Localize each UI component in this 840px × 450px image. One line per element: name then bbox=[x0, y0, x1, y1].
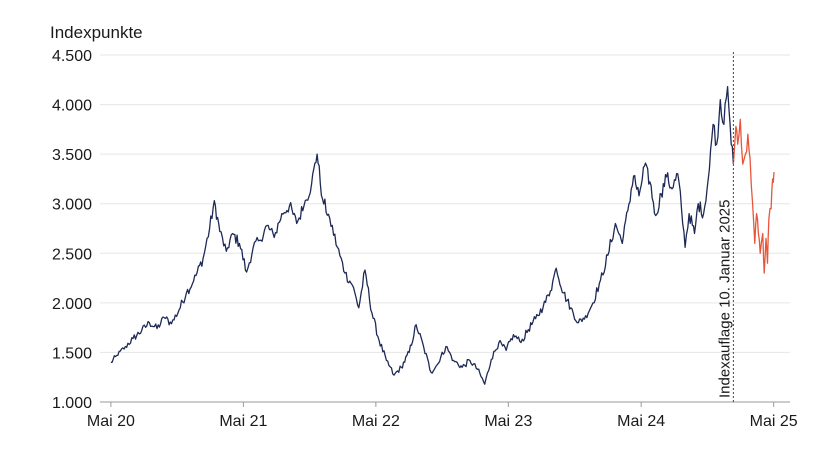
series-line-live bbox=[732, 118, 775, 274]
x-tick-label: Mai 24 bbox=[617, 413, 665, 430]
x-tick-label: Mai 25 bbox=[750, 413, 798, 430]
launch-marker: Indexauflage 10. Januar 2025 bbox=[716, 52, 734, 402]
y-tick-label: 3.500 bbox=[52, 147, 92, 164]
x-axis: Mai 20 Mai 21 Mai 22 Mai 23 Mai 24 Mai 25 bbox=[87, 402, 798, 430]
y-tick-label: 4.000 bbox=[52, 98, 92, 115]
y-tick-label: 3.000 bbox=[52, 197, 92, 214]
x-tick-label: Mai 22 bbox=[352, 413, 400, 430]
y-tick-label: 2.000 bbox=[52, 296, 92, 313]
series-group bbox=[110, 86, 775, 385]
y-axis-title: Indexpunkte bbox=[50, 23, 143, 42]
y-tick-label: 2.500 bbox=[52, 246, 92, 263]
y-tick-label: 1.000 bbox=[52, 395, 92, 412]
launch-marker-label: Indexauflage 10. Januar 2025 bbox=[716, 200, 733, 399]
x-tick-label: Mai 23 bbox=[484, 413, 532, 430]
y-tick-label: 1.500 bbox=[52, 345, 92, 362]
x-tick-label: Mai 21 bbox=[219, 413, 267, 430]
y-axis-ticks: 1.000 1.500 2.000 2.500 3.000 3.500 4.000 4.500 bbox=[52, 48, 92, 412]
y-tick-label: 4.500 bbox=[52, 48, 92, 65]
x-tick-label: Mai 20 bbox=[87, 413, 135, 430]
series-line-backtest bbox=[110, 86, 735, 385]
